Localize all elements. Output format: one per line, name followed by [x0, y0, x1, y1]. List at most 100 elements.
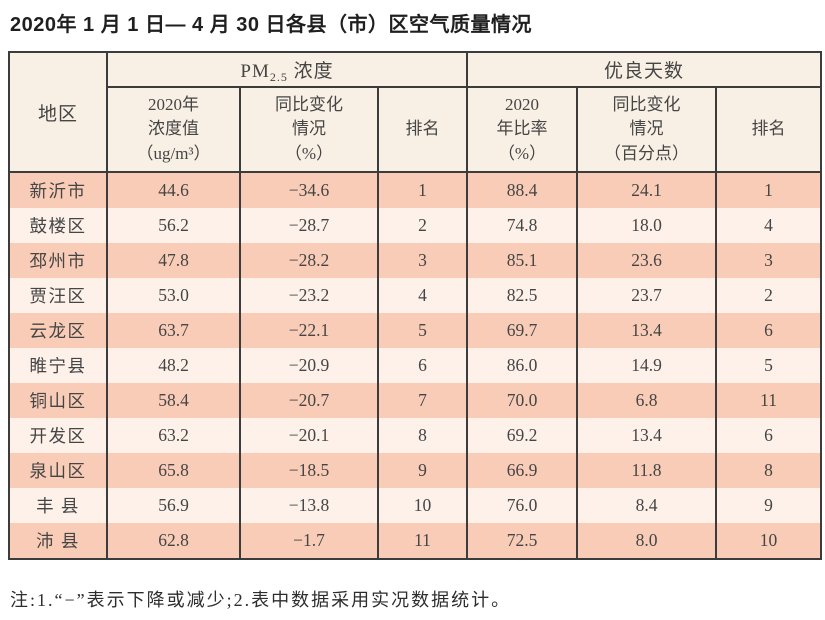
pm-value-cell: 48.2	[107, 348, 241, 383]
gd-ratio-cell: 72.5	[467, 523, 579, 559]
pm-change-cell: −34.6	[240, 172, 379, 208]
gd-rank-cell: 5	[764, 355, 773, 375]
gd-rank-cell: 2	[764, 285, 773, 305]
pm-change-cell: −1.7	[240, 523, 379, 559]
header-pm-change: 同比变化 情况 （%）	[240, 87, 379, 173]
footnote: 注:1.“−”表示下降或减少;2.表中数据采用实况数据统计。	[10, 590, 512, 610]
gd-change-cell: 13.4	[577, 418, 718, 453]
header-pm25-group: PM2.5 浓度	[107, 52, 469, 88]
pm-rank-cell: 10	[378, 488, 469, 523]
gd-rank-cell: 8	[764, 460, 773, 480]
pm25-label-prefix: PM	[240, 61, 270, 82]
table-row: 开发区 63.2 −20.1 8 69.2 13.4 6	[9, 418, 822, 453]
gd-ratio-cell: 86.0	[467, 348, 579, 383]
gd-rank-cell: 4	[764, 215, 773, 235]
table-body: 新沂市 44.6 −34.6 1 88.4 24.1 1 鼓楼区 56.2 −2…	[9, 172, 822, 559]
pm-rank-cell: 7	[378, 383, 469, 418]
region-cell: 贾汪区	[9, 278, 108, 313]
gd-ratio-cell: 74.8	[467, 208, 579, 243]
gd-ratio-cell: 76.0	[467, 488, 579, 523]
region-cell: 沛 县	[9, 523, 108, 559]
gd-change-cell: 11.8	[577, 453, 718, 488]
pm-change-cell: −28.7	[240, 208, 379, 243]
gd-ratio-cell: 70.0	[467, 383, 579, 418]
header-gd-change: 同比变化 情况 （百分点）	[577, 87, 718, 173]
table-header: 地区 PM2.5 浓度 优良天数 2020年 浓度值 （ug/m³） 同比变化 …	[9, 52, 822, 173]
region-cell: 鼓楼区	[9, 208, 108, 243]
pm25-label-suffix: 浓度	[287, 61, 334, 82]
gd-change-cell: 24.1	[577, 172, 718, 208]
pm-value-cell: 53.0	[107, 278, 241, 313]
pm-rank-cell: 8	[378, 418, 469, 453]
gd-change-cell: 8.4	[577, 488, 718, 523]
header-pm-value: 2020年 浓度值 （ug/m³）	[107, 87, 241, 173]
pm-value-cell: 63.7	[107, 313, 241, 348]
region-cell: 邳州市	[9, 243, 108, 278]
pm-value-cell: 58.4	[107, 383, 241, 418]
header-gd-rank: 排名	[716, 87, 822, 173]
table-row: 泉山区 65.8 −18.5 9 66.9 11.8 8	[9, 453, 822, 488]
pm-rank-cell: 11	[378, 523, 469, 559]
pm-rank-cell: 9	[378, 453, 469, 488]
gd-ratio-cell: 82.5	[467, 278, 579, 313]
table-row: 云龙区 63.7 −22.1 5 69.7 13.4 6	[9, 313, 822, 348]
gd-change-cell: 23.7	[577, 278, 718, 313]
pm-value-cell: 63.2	[107, 418, 241, 453]
gd-ratio-cell: 69.2	[467, 418, 579, 453]
header-pm-rank: 排名	[378, 87, 469, 173]
gd-change-cell: 6.8	[577, 383, 718, 418]
gd-ratio-cell: 69.7	[467, 313, 579, 348]
region-cell: 铜山区	[9, 383, 108, 418]
pm25-label-subscript: 2.5	[269, 70, 288, 84]
sub-header-row: 2020年 浓度值 （ug/m³） 同比变化 情况 （%） 排名 2020 年比…	[9, 87, 822, 173]
gd-change-cell: 14.9	[577, 348, 718, 383]
group-header-row: 地区 PM2.5 浓度 优良天数	[9, 52, 822, 173]
gd-rank-cell: 10	[759, 530, 778, 550]
region-cell: 开发区	[9, 418, 108, 453]
pm-change-cell: −20.9	[240, 348, 379, 383]
gd-change-cell: 13.4	[577, 313, 718, 348]
pm-change-cell: −22.1	[240, 313, 379, 348]
gd-ratio-cell: 88.4	[467, 172, 579, 208]
header-gd-ratio: 2020 年比率 （%）	[467, 87, 579, 173]
pm-change-cell: −23.2	[240, 278, 379, 313]
table-row: 贾汪区 53.0 −23.2 4 82.5 23.7 2	[9, 278, 822, 313]
pm-value-cell: 56.2	[107, 208, 241, 243]
pm-change-cell: −20.7	[240, 383, 379, 418]
table-row: 鼓楼区 56.2 −28.7 2 74.8 18.0 4	[9, 208, 822, 243]
gd-rank-cell: 11	[760, 390, 777, 410]
gd-ratio-cell: 85.1	[467, 243, 579, 278]
pm-rank-cell: 3	[378, 243, 469, 278]
pm-change-cell: −20.1	[240, 418, 379, 453]
gd-rank-cell: 6	[764, 320, 773, 340]
region-cell: 泉山区	[9, 453, 108, 488]
pm-change-cell: −18.5	[240, 453, 379, 488]
pm-value-cell: 65.8	[107, 453, 241, 488]
gd-ratio-cell: 66.9	[467, 453, 579, 488]
table-row: 铜山区 58.4 −20.7 7 70.0 6.8 11	[9, 383, 822, 418]
gd-change-cell: 18.0	[577, 208, 718, 243]
region-cell: 新沂市	[9, 172, 108, 208]
region-cell: 云龙区	[9, 313, 108, 348]
gd-rank-cell: 9	[764, 495, 773, 515]
pm-rank-cell: 5	[378, 313, 469, 348]
pm-value-cell: 56.9	[107, 488, 241, 523]
table-row: 睢宁县 48.2 −20.9 6 86.0 14.9 5	[9, 348, 822, 383]
gd-rank-cell: 6	[764, 425, 773, 445]
pm-value-cell: 44.6	[107, 172, 241, 208]
gd-change-cell: 23.6	[577, 243, 718, 278]
pm-rank-cell: 6	[378, 348, 469, 383]
table-row: 邳州市 47.8 −28.2 3 85.1 23.6 3	[9, 243, 822, 278]
table-row: 沛 县 62.8 −1.7 11 72.5 8.0 10	[9, 523, 822, 559]
region-cell: 睢宁县	[9, 348, 108, 383]
pm-rank-cell: 4	[378, 278, 469, 313]
region-cell: 丰 县	[9, 488, 108, 523]
air-quality-table: 地区 PM2.5 浓度 优良天数 2020年 浓度值 （ug/m³） 同比变化 …	[8, 51, 823, 560]
pm-rank-cell: 2	[378, 208, 469, 243]
pm-change-cell: −13.8	[240, 488, 379, 523]
table-row: 新沂市 44.6 −34.6 1 88.4 24.1 1	[9, 172, 822, 208]
gd-rank-cell: 1	[764, 180, 773, 200]
gd-rank-cell: 3	[764, 250, 773, 270]
header-region: 地区	[9, 52, 108, 173]
